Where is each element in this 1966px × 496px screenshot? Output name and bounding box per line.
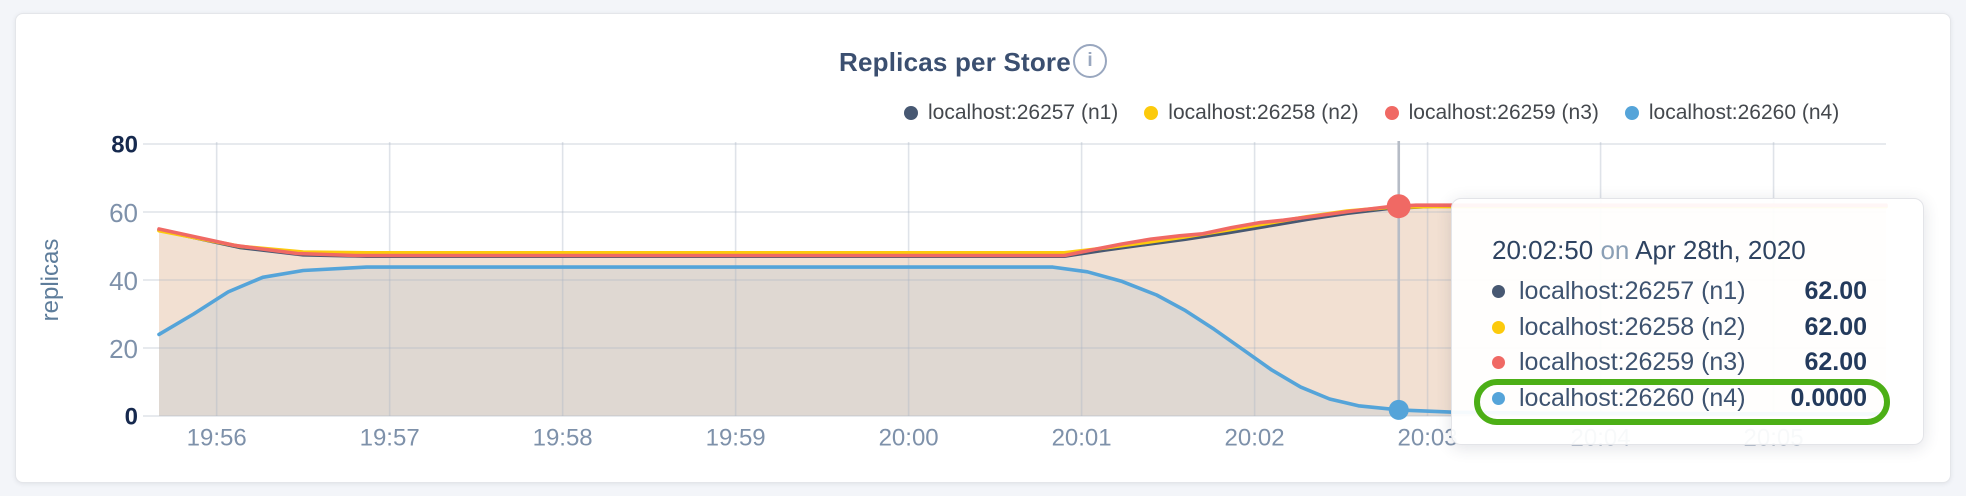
- y-tick-label: 0: [125, 404, 138, 431]
- x-tick-label: 19:59: [706, 425, 766, 452]
- x-tick-label: 20:03: [1398, 425, 1458, 452]
- legend-item-n3[interactable]: localhost:26259 (n3): [1384, 101, 1599, 125]
- tooltip-row-n1: localhost:26257 (n1) 62.00: [1492, 274, 1867, 310]
- legend-swatch-icon: [1624, 106, 1639, 120]
- x-tick-label: 20:00: [879, 425, 939, 452]
- tooltip-row-n4-highlighted: localhost:26260 (n4) 0.0000: [1492, 381, 1867, 417]
- tooltip-series-value: 62.00: [1804, 277, 1867, 306]
- tooltip-series-dot-icon: [1492, 391, 1505, 405]
- y-tick-label: 60: [109, 198, 138, 228]
- legend: localhost:26257 (n1) localhost:26258 (n2)…: [904, 101, 1839, 125]
- area-under-n4-line: [159, 267, 1886, 416]
- legend-item-n4[interactable]: localhost:26260 (n4): [1624, 101, 1840, 125]
- tooltip-series-value: 62.00: [1804, 348, 1867, 377]
- tooltip-time: 20:02:50: [1492, 235, 1594, 265]
- tooltip-series-label: localhost:26258 (n2): [1519, 312, 1746, 341]
- tooltip-series-dot-icon: [1492, 320, 1505, 334]
- y-tick-label: 20: [109, 334, 138, 364]
- series-line-n3: [157, 203, 1888, 258]
- x-tick-label: 20:01: [1052, 425, 1112, 452]
- legend-label: localhost:26257 (n1): [928, 101, 1119, 124]
- x-tick-label: 19:58: [533, 425, 593, 452]
- chart-card: Replicas per Store i localhost:26257 (n1…: [15, 13, 1951, 483]
- x-tick-label: 20:02: [1225, 425, 1285, 452]
- legend-label: localhost:26258 (n2): [1168, 101, 1359, 124]
- hover-marker: [1386, 194, 1411, 219]
- tooltip-row-n2: localhost:26258 (n2) 62.00: [1492, 310, 1867, 346]
- legend-swatch-icon: [1144, 106, 1159, 120]
- legend-swatch-icon: [1384, 106, 1399, 120]
- tooltip-series-value: 62.00: [1804, 312, 1867, 341]
- hover-marker: [1388, 399, 1409, 420]
- legend-swatch-icon: [904, 106, 918, 120]
- tooltip-series-label: localhost:26259 (n3): [1519, 348, 1746, 377]
- tooltip-timestamp: 20:02:50 on Apr 28th, 2020: [1492, 235, 1806, 266]
- tooltip-series-value: 0.0000: [1790, 383, 1867, 412]
- x-tick-label: 19:56: [187, 425, 247, 452]
- legend-item-n2[interactable]: localhost:26258 (n2): [1144, 101, 1359, 125]
- y-axis-label: replicas: [37, 239, 64, 322]
- tooltip-series-dot-icon: [1492, 356, 1505, 370]
- tooltip-series-label: localhost:26260 (n4): [1519, 383, 1746, 412]
- tooltip-date: Apr 28th, 2020: [1635, 235, 1806, 265]
- tooltip-series-dot-icon: [1492, 285, 1505, 299]
- info-icon[interactable]: i: [1073, 44, 1107, 78]
- tooltip-connector: on: [1600, 235, 1630, 265]
- series-line-n4: [157, 265, 1888, 416]
- legend-label: localhost:26259 (n3): [1408, 101, 1599, 124]
- tooltip-rows: localhost:26257 (n1) 62.00 localhost:26258…: [1492, 274, 1867, 416]
- x-tick-label: 19:57: [360, 425, 420, 452]
- y-tick-label: 40: [109, 266, 138, 296]
- legend-item-n1[interactable]: localhost:26257 (n1): [904, 101, 1118, 125]
- hover-tooltip: 20:02:50 on Apr 28th, 2020 localhost:262…: [1451, 198, 1924, 445]
- y-tick-label: 80: [111, 132, 138, 159]
- tooltip-row-n3: localhost:26259 (n3) 62.00: [1492, 345, 1867, 381]
- tooltip-series-label: localhost:26257 (n1): [1519, 277, 1746, 306]
- chart-title: Replicas per Store: [839, 47, 1071, 77]
- legend-label: localhost:26260 (n4): [1648, 101, 1840, 124]
